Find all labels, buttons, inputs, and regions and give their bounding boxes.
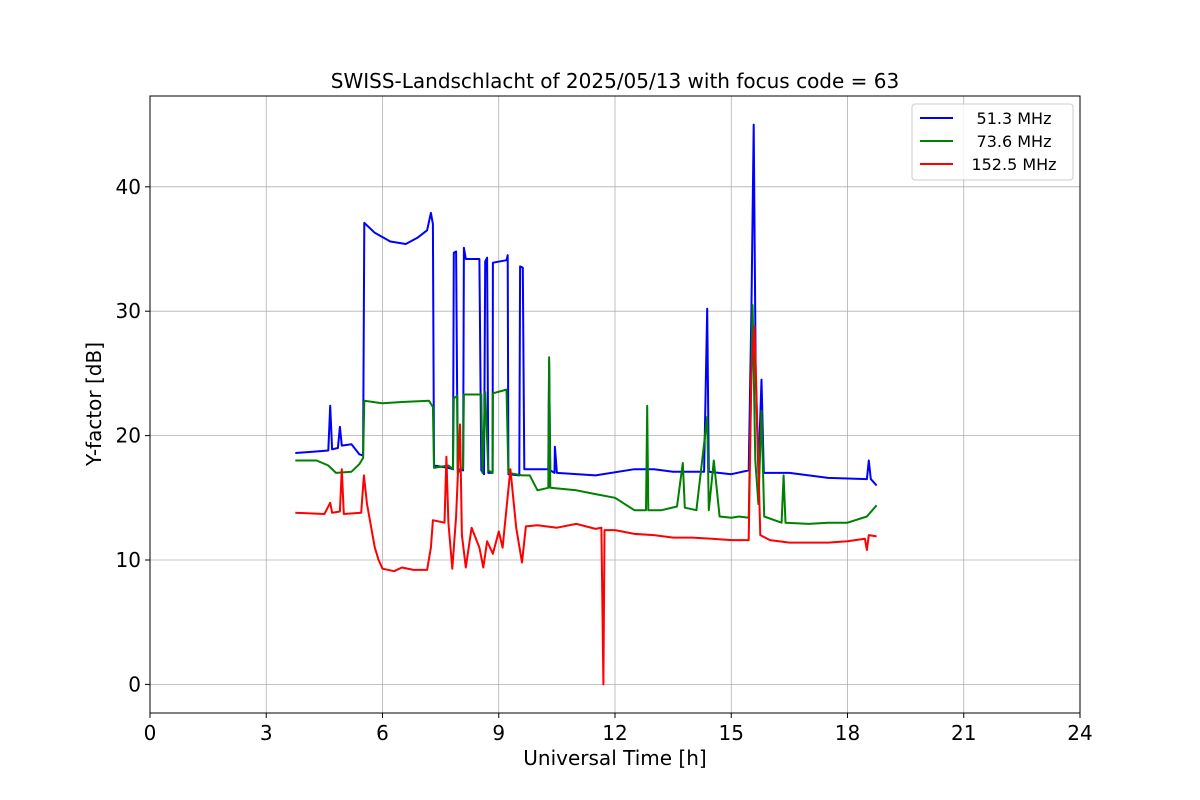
x-tick-label: 9 bbox=[492, 721, 505, 745]
x-tick-label: 6 bbox=[376, 721, 389, 745]
y-tick-label: 20 bbox=[116, 424, 141, 448]
legend-box bbox=[911, 103, 1074, 181]
x-tick-label: 24 bbox=[1067, 721, 1092, 745]
legend-label: 51.3 MHz bbox=[977, 109, 1052, 128]
x-tick-label: 21 bbox=[951, 721, 976, 745]
legend-label: 152.5 MHz bbox=[971, 155, 1056, 174]
x-tick-label: 15 bbox=[719, 721, 744, 745]
y-tick-label: 40 bbox=[116, 175, 141, 199]
x-tick-label: 0 bbox=[144, 721, 157, 745]
legend: 51.3 MHz 73.6 MHz 152.5 MHz bbox=[911, 103, 1074, 181]
x-tick-label: 18 bbox=[835, 721, 860, 745]
series-line-3 bbox=[295, 325, 877, 686]
x-tick-label: 3 bbox=[260, 721, 273, 745]
y-axis-label: Y-factor [dB] bbox=[82, 342, 106, 467]
x-axis: 0 3 6 9 12 15 18 21 24 bbox=[144, 713, 1093, 745]
legend-label: 73.6 MHz bbox=[977, 132, 1052, 151]
y-axis: 0 10 20 30 40 bbox=[116, 175, 150, 696]
y-tick-label: 10 bbox=[116, 548, 141, 572]
chart-title: SWISS-Landschlacht of 2025/05/13 with fo… bbox=[331, 69, 899, 93]
y-tick-label: 30 bbox=[116, 299, 141, 323]
x-tick-label: 12 bbox=[602, 721, 627, 745]
series-line-2 bbox=[295, 304, 878, 525]
series-layer bbox=[295, 123, 878, 686]
y-tick-label: 0 bbox=[128, 672, 141, 696]
x-axis-label: Universal Time [h] bbox=[523, 746, 706, 770]
